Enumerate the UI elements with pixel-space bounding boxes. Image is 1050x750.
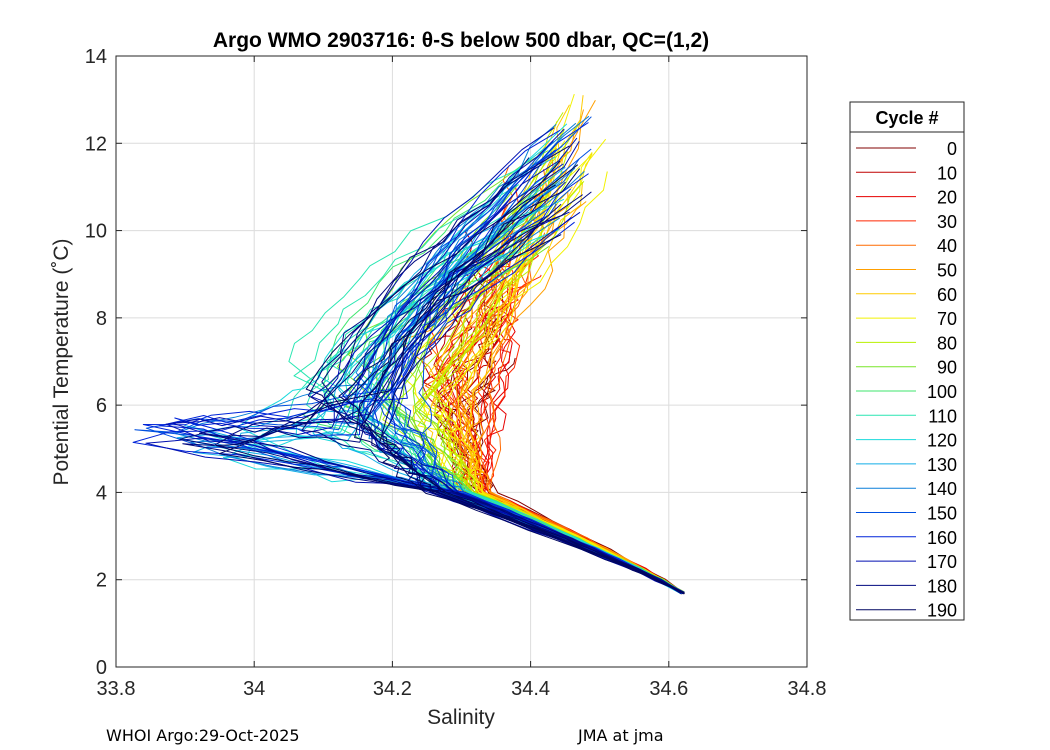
legend-label: 190 xyxy=(927,601,957,621)
x-tick-label: 33.8 xyxy=(97,678,136,700)
profile-line-cycle-190 xyxy=(215,194,683,594)
profile-line-cycle-100 xyxy=(379,242,684,593)
x-tick-label: 34.8 xyxy=(788,678,827,700)
profile-line-cycle-110 xyxy=(293,184,682,594)
y-tick-label: 14 xyxy=(85,46,107,68)
legend-label: 80 xyxy=(937,333,957,353)
chart-title: Argo WMO 2903716: θ-S below 500 dbar, QC… xyxy=(213,29,709,52)
y-tick-label: 8 xyxy=(96,308,107,330)
profile-line-cycle-100 xyxy=(322,181,683,593)
legend-label: 100 xyxy=(927,382,957,402)
legend-label: 120 xyxy=(927,431,957,451)
legend-label: 10 xyxy=(937,163,957,183)
x-tick-label: 34.4 xyxy=(511,678,550,700)
profile-line-cycle-190 xyxy=(379,160,682,593)
legend-box xyxy=(849,101,965,621)
profile-line-cycle-180 xyxy=(301,157,681,594)
profile-line-cycle-190 xyxy=(354,164,685,595)
grid-lines xyxy=(115,55,808,668)
x-axis-label: Salinity xyxy=(427,706,495,729)
profile-line-cycle-160 xyxy=(132,163,685,594)
footer-operator: JMA at jma xyxy=(578,726,664,745)
legend-label: 60 xyxy=(937,285,957,305)
profile-line-cycle-180 xyxy=(382,203,685,594)
y-tick-label: 10 xyxy=(85,221,107,243)
legend-label: 90 xyxy=(937,358,957,378)
y-tick-label: 2 xyxy=(96,570,107,592)
profile-line-cycle-160 xyxy=(142,149,681,593)
legend-label: 20 xyxy=(937,188,957,208)
profile-line-cycle-60 xyxy=(469,104,682,594)
profile-line-cycle-170 xyxy=(172,128,685,594)
axis-ticks: 33.8 34 34.2 34.4 34.6 34.8 0 2 4 6 8 10 12 14 xyxy=(85,46,827,700)
profile-line-cycle-60 xyxy=(463,95,685,595)
legend-label: 110 xyxy=(928,406,957,426)
profile-line-cycle-180 xyxy=(182,218,682,594)
x-tick-label: 34 xyxy=(243,678,265,700)
profile-line-cycle-140 xyxy=(175,122,684,594)
legend-label: 180 xyxy=(927,576,957,596)
profile-line-cycle-50 xyxy=(455,109,682,593)
profile-line-cycle-90 xyxy=(337,216,685,593)
legend-label: 50 xyxy=(937,261,957,281)
y-tick-label: 12 xyxy=(85,133,107,155)
legend: Cycle # 0 10 20 30 40 50 60 70 80 90 100 110 120 130 1… xyxy=(849,101,965,621)
profile-line-cycle-20 xyxy=(477,312,682,594)
axes-frame xyxy=(115,55,808,668)
legend-label: 170 xyxy=(927,552,957,572)
y-tick-label: 4 xyxy=(96,482,107,504)
profile-line-cycle-130 xyxy=(184,148,685,593)
y-axis-label: Potential Temperature (˚C) xyxy=(50,238,73,485)
legend-label: 70 xyxy=(937,309,957,329)
x-tick-label: 34.2 xyxy=(373,678,412,700)
footer-source: WHOI Argo:29-Oct-2025 xyxy=(106,726,300,745)
profile-line-cycle-70 xyxy=(438,171,684,594)
legend-label: 140 xyxy=(927,479,957,499)
profile-line-cycle-120 xyxy=(222,147,682,594)
data-series-layer xyxy=(132,93,685,595)
x-tick-label: 34.6 xyxy=(649,678,688,700)
profile-line-cycle-180 xyxy=(179,191,685,595)
profile-line-cycle-50 xyxy=(466,147,684,593)
profile-line-cycle-190 xyxy=(305,184,685,593)
legend-label: 40 xyxy=(937,236,957,256)
legend-title: Cycle # xyxy=(875,108,938,128)
legend-label: 30 xyxy=(937,212,957,232)
profile-line-cycle-150 xyxy=(363,188,685,594)
legend-label: 150 xyxy=(927,504,957,524)
legend-label: 130 xyxy=(927,455,957,475)
profile-line-cycle-0 xyxy=(465,360,684,594)
y-tick-label: 6 xyxy=(96,395,107,417)
y-tick-label: 0 xyxy=(96,657,107,679)
profile-line-cycle-40 xyxy=(488,151,685,593)
legend-label: 160 xyxy=(927,528,957,548)
legend-label: 0 xyxy=(947,139,957,159)
